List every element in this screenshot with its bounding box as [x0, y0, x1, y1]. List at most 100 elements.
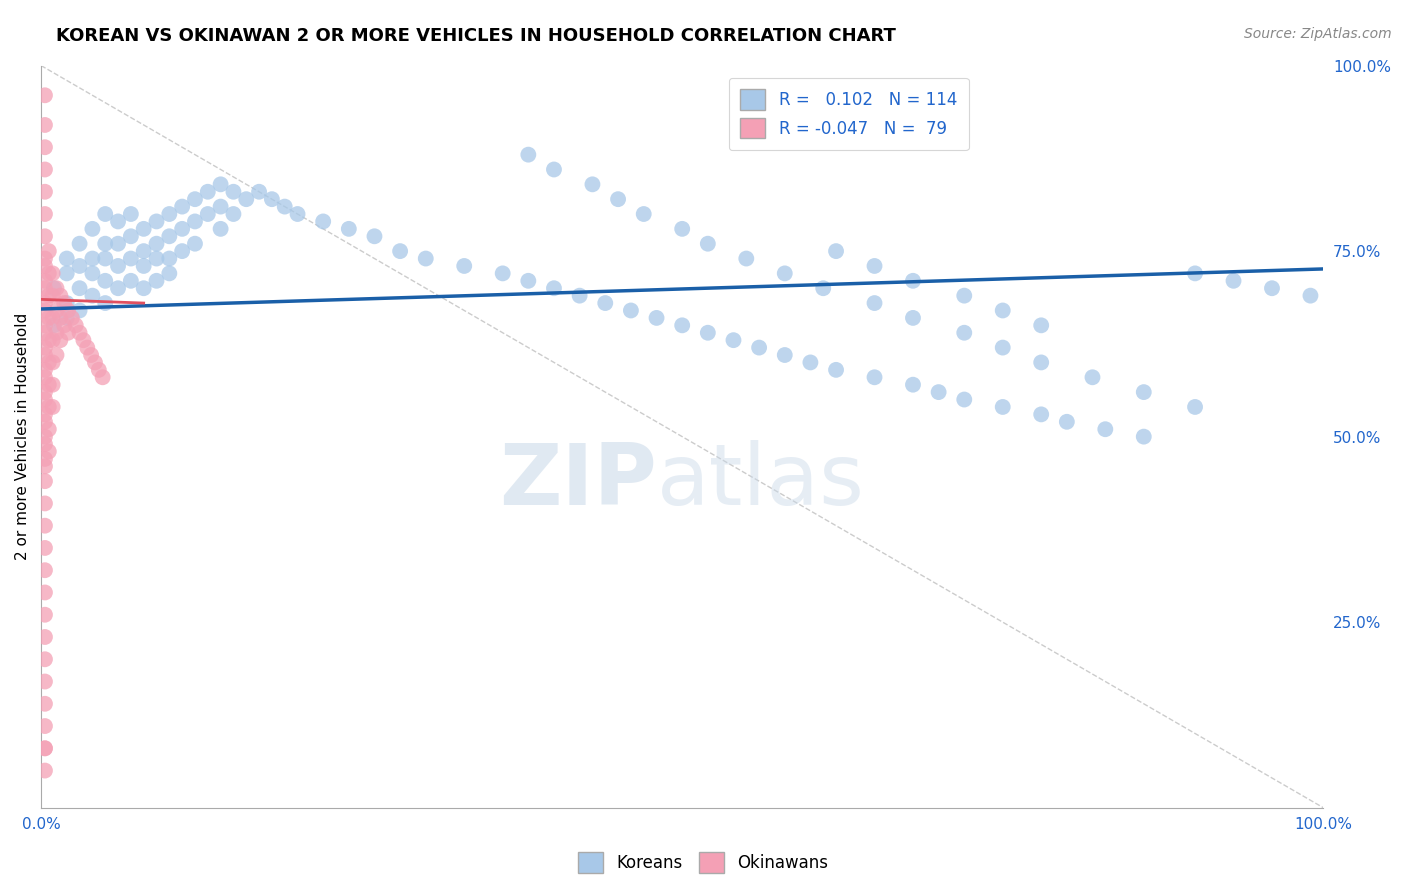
Point: [38, 400, 60, 414]
Point: [82, 222, 104, 236]
Point: [274, 200, 297, 214]
Point: [492, 266, 515, 280]
Point: [184, 236, 207, 251]
Point: [209, 200, 232, 214]
Point: [172, 244, 194, 259]
Point: [34, 392, 56, 407]
Point: [34, 630, 56, 644]
Point: [87, 363, 110, 377]
Point: [209, 178, 232, 192]
Y-axis label: 2 or more Vehicles in Household: 2 or more Vehicles in Household: [15, 313, 30, 560]
Point: [568, 288, 591, 302]
Point: [34, 719, 56, 733]
Point: [45, 281, 67, 295]
Point: [1132, 430, 1154, 444]
Point: [76, 341, 98, 355]
Point: [34, 764, 56, 778]
Text: KOREAN VS OKINAWAN 2 OR MORE VEHICLES IN HOUSEHOLD CORRELATION CHART: KOREAN VS OKINAWAN 2 OR MORE VEHICLES IN…: [56, 27, 896, 45]
Point: [825, 244, 848, 259]
Point: [69, 326, 91, 340]
Point: [543, 162, 565, 177]
Point: [69, 259, 91, 273]
Point: [38, 266, 60, 280]
Point: [453, 259, 475, 273]
Point: [1261, 281, 1284, 295]
Point: [953, 326, 976, 340]
Point: [863, 259, 886, 273]
Point: [120, 252, 142, 266]
Point: [34, 363, 56, 377]
Point: [72, 333, 94, 347]
Point: [45, 348, 67, 362]
Point: [863, 370, 886, 384]
Point: [107, 236, 129, 251]
Point: [260, 192, 283, 206]
Point: [145, 236, 167, 251]
Point: [773, 266, 796, 280]
Point: [312, 214, 335, 228]
Point: [82, 252, 104, 266]
Point: [132, 244, 155, 259]
Point: [49, 333, 72, 347]
Text: Source: ZipAtlas.com: Source: ZipAtlas.com: [1244, 27, 1392, 41]
Point: [363, 229, 385, 244]
Point: [517, 147, 540, 161]
Point: [34, 259, 56, 273]
Point: [34, 459, 56, 474]
Point: [928, 385, 950, 400]
Point: [69, 281, 91, 295]
Point: [415, 252, 437, 266]
Legend: R =   0.102   N = 114, R = -0.047   N =  79: R = 0.102 N = 114, R = -0.047 N = 79: [728, 78, 969, 150]
Point: [34, 415, 56, 429]
Point: [34, 474, 56, 488]
Point: [991, 400, 1014, 414]
Point: [34, 252, 56, 266]
Point: [34, 341, 56, 355]
Point: [34, 652, 56, 666]
Point: [337, 222, 360, 236]
Point: [41, 310, 63, 325]
Point: [34, 518, 56, 533]
Point: [543, 281, 565, 295]
Point: [41, 288, 63, 302]
Point: [953, 288, 976, 302]
Point: [94, 296, 117, 310]
Point: [825, 363, 848, 377]
Point: [41, 266, 63, 280]
Point: [34, 741, 56, 756]
Point: [901, 274, 924, 288]
Point: [34, 674, 56, 689]
Point: [34, 408, 56, 422]
Point: [82, 288, 104, 302]
Point: [55, 252, 77, 266]
Point: [34, 88, 56, 103]
Point: [34, 430, 56, 444]
Point: [94, 236, 117, 251]
Point: [53, 318, 76, 333]
Point: [953, 392, 976, 407]
Point: [1184, 400, 1206, 414]
Point: [34, 326, 56, 340]
Point: [145, 252, 167, 266]
Point: [696, 326, 718, 340]
Point: [735, 252, 758, 266]
Point: [34, 318, 56, 333]
Point: [34, 296, 56, 310]
Point: [132, 281, 155, 295]
Point: [49, 310, 72, 325]
Point: [633, 207, 655, 221]
Point: [145, 274, 167, 288]
Point: [696, 236, 718, 251]
Point: [42, 318, 65, 333]
Point: [107, 259, 129, 273]
Point: [287, 207, 309, 221]
Point: [34, 541, 56, 555]
Point: [1031, 355, 1053, 369]
Point: [197, 207, 219, 221]
Text: atlas: atlas: [657, 440, 865, 523]
Point: [132, 222, 155, 236]
Point: [901, 377, 924, 392]
Point: [34, 185, 56, 199]
Point: [235, 192, 257, 206]
Point: [145, 214, 167, 228]
